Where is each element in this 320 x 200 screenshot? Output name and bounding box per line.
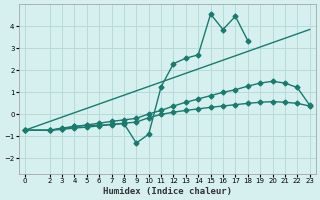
X-axis label: Humidex (Indice chaleur): Humidex (Indice chaleur) — [103, 187, 232, 196]
